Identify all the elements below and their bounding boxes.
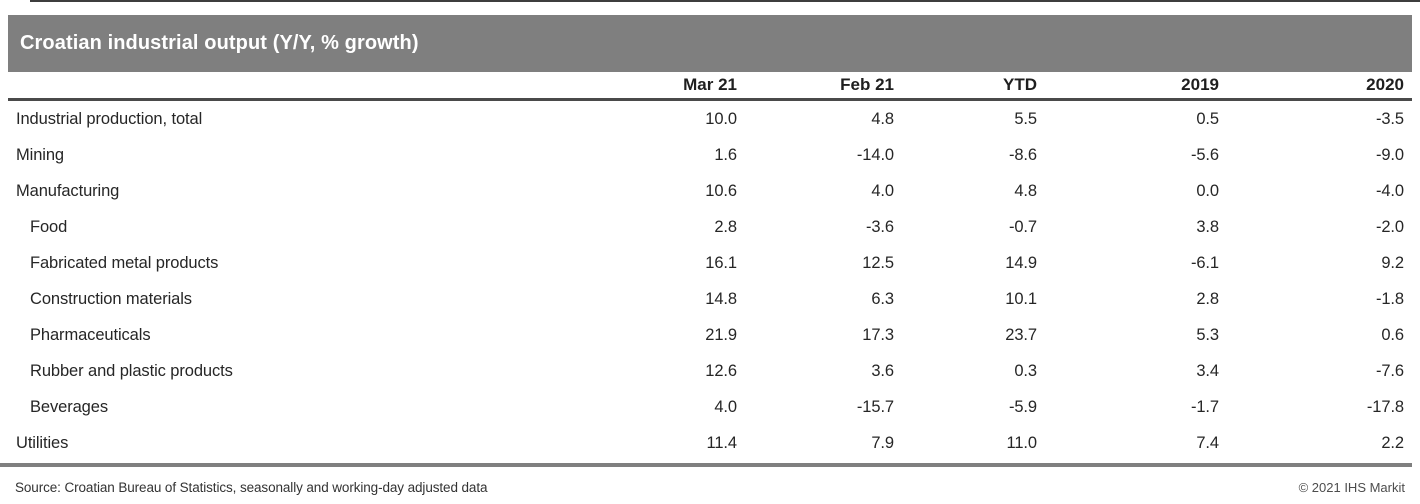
footer-divider-line <box>0 463 1412 467</box>
value-cell: 0.6 <box>1381 325 1404 344</box>
value-cell: 12.6 <box>705 361 737 380</box>
value-cell: 23.7 <box>1005 325 1037 344</box>
value-cell: -8.6 <box>1008 145 1037 164</box>
value-cell: 14.8 <box>705 289 737 308</box>
table-row: Rubber and plastic products 12.6 3.6 0.3 3.4… <box>8 353 1412 389</box>
value-cell: -1.8 <box>1375 289 1404 308</box>
value-cell: 4.0 <box>871 181 894 200</box>
value-cell: 2.8 <box>1196 289 1219 308</box>
value-cell: -9.0 <box>1375 145 1404 164</box>
value-cell: 0.3 <box>1014 361 1037 380</box>
value-cell: 16.1 <box>705 253 737 272</box>
value-cell: -7.6 <box>1375 361 1404 380</box>
table-row: Industrial production, total 10.0 4.8 5.5 0.… <box>8 100 1412 138</box>
value-cell: 21.9 <box>705 325 737 344</box>
table-row: Food 2.8 -3.6 -0.7 3.8 -2.0 <box>8 209 1412 245</box>
table-row: Manufacturing 10.6 4.0 4.8 0.0 -4.0 <box>8 173 1412 209</box>
row-label: Food <box>30 217 68 236</box>
value-cell: -5.6 <box>1190 145 1219 164</box>
row-label: Construction materials <box>30 289 192 308</box>
value-cell: 0.0 <box>1196 181 1219 200</box>
value-cell: 10.1 <box>1005 289 1037 308</box>
value-cell: 4.8 <box>1014 181 1037 200</box>
column-header: 2020 <box>1219 72 1412 101</box>
value-cell: 3.4 <box>1196 361 1219 380</box>
table-row: Pharmaceuticals 21.9 17.3 23.7 5.3 0.6 <box>8 317 1412 353</box>
value-cell: 1.6 <box>714 145 737 164</box>
value-cell: -6.1 <box>1190 253 1219 272</box>
value-cell: -4.0 <box>1375 181 1404 200</box>
value-cell: 2.2 <box>1381 433 1404 452</box>
row-label-column-header <box>8 72 568 101</box>
table-title: Croatian industrial output (Y/Y, % growt… <box>20 32 419 54</box>
value-cell: -3.6 <box>865 217 894 236</box>
value-cell: -0.7 <box>1008 217 1037 236</box>
row-label: Fabricated metal products <box>30 253 219 272</box>
value-cell: 6.3 <box>871 289 894 308</box>
value-cell: 3.8 <box>1196 217 1219 236</box>
value-cell: 11.0 <box>1006 433 1038 452</box>
row-label: Mining <box>16 145 65 164</box>
value-cell: -1.7 <box>1190 397 1219 416</box>
value-cell: 4.8 <box>871 109 894 128</box>
value-cell: 7.4 <box>1196 433 1219 452</box>
value-cell: 10.6 <box>705 181 737 200</box>
value-cell: 4.0 <box>714 397 737 416</box>
value-cell: 10.0 <box>705 109 737 128</box>
row-label: Rubber and plastic products <box>30 361 233 380</box>
top-border-line <box>30 0 1420 2</box>
value-cell: -2.0 <box>1375 217 1404 236</box>
table-row: Mining 1.6 -14.0 -8.6 -5.6 -9.0 <box>8 137 1412 173</box>
value-cell: 12.5 <box>862 253 894 272</box>
industrial-output-table: Mar 21 Feb 21 YTD 2019 2020 Industrial produ… <box>8 72 1412 461</box>
table-row: Utilities 11.4 7.9 11.0 7.4 2.2 <box>8 425 1412 461</box>
value-cell: 17.3 <box>862 325 894 344</box>
column-header-row: Mar 21 Feb 21 YTD 2019 2020 <box>8 72 1412 101</box>
row-label: Beverages <box>30 397 108 416</box>
table-title-bar: Croatian industrial output (Y/Y, % growt… <box>8 15 1412 72</box>
value-cell: 5.3 <box>1196 325 1219 344</box>
footer: Source: Croatian Bureau of Statistics, s… <box>15 480 1405 495</box>
value-cell: 3.6 <box>871 361 894 380</box>
row-label: Pharmaceuticals <box>30 325 151 344</box>
row-label: Industrial production, total <box>16 109 203 128</box>
value-cell: -5.9 <box>1008 397 1037 416</box>
copyright-note: © 2021 IHS Markit <box>1298 480 1405 495</box>
column-header: Feb 21 <box>737 72 894 101</box>
source-note: Source: Croatian Bureau of Statistics, s… <box>15 480 488 495</box>
column-header: YTD <box>894 72 1037 101</box>
value-cell: 11.4 <box>706 433 738 452</box>
value-cell: -14.0 <box>856 145 894 164</box>
value-cell: 7.9 <box>871 433 894 452</box>
table-row: Fabricated metal products 16.1 12.5 14.9 -6.… <box>8 245 1412 281</box>
table-row: Construction materials 14.8 6.3 10.1 2.8 -1.8 <box>8 281 1412 317</box>
row-label: Utilities <box>16 433 69 452</box>
value-cell: 0.5 <box>1196 109 1219 128</box>
table-row: Beverages 4.0 -15.7 -5.9 -1.7 -17.8 <box>8 389 1412 425</box>
value-cell: -15.7 <box>856 397 894 416</box>
value-cell: -17.8 <box>1366 397 1404 416</box>
value-cell: -3.5 <box>1375 109 1404 128</box>
column-header: 2019 <box>1037 72 1219 101</box>
value-cell: 9.2 <box>1381 253 1404 272</box>
value-cell: 14.9 <box>1005 253 1037 272</box>
value-cell: 2.8 <box>714 217 737 236</box>
row-label: Manufacturing <box>16 181 120 200</box>
value-cell: 5.5 <box>1014 109 1037 128</box>
column-header: Mar 21 <box>568 72 737 101</box>
